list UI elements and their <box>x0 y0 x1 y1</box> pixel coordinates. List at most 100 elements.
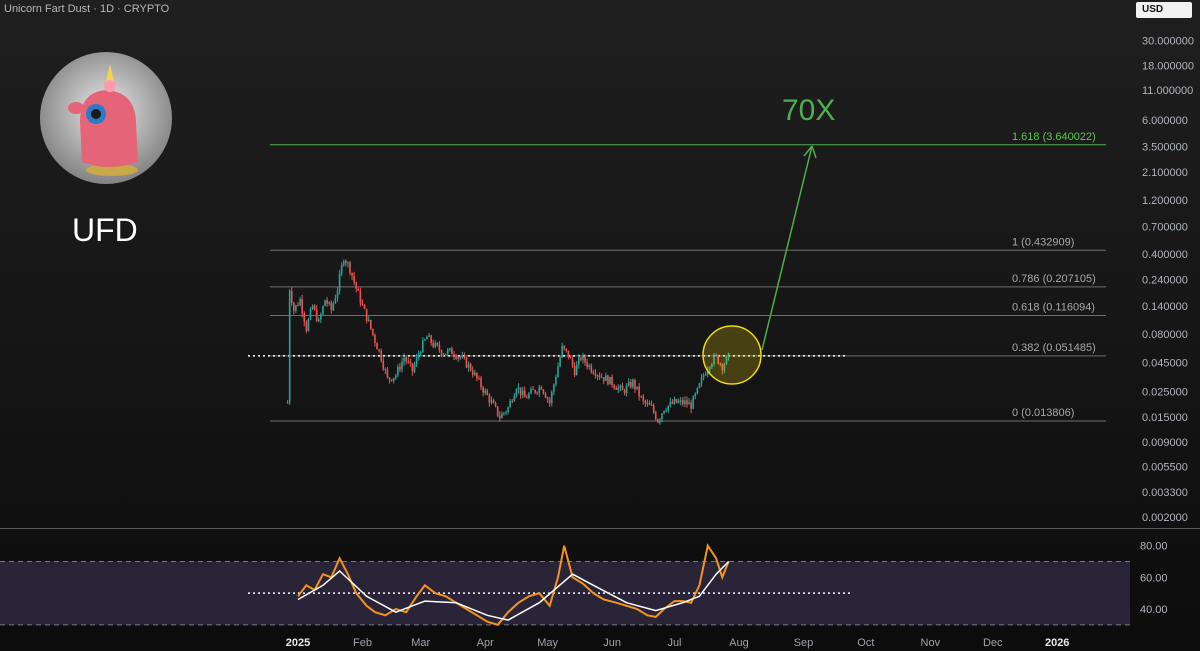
candle <box>563 345 566 351</box>
candle <box>636 386 638 391</box>
rsi-line <box>297 543 730 626</box>
candle <box>650 400 653 406</box>
candle <box>511 398 514 404</box>
candle <box>428 333 430 338</box>
fib-label: 0 (0.013806) <box>1012 407 1074 419</box>
candle <box>326 297 328 307</box>
rsi-pane <box>0 543 1130 626</box>
candle <box>503 412 505 416</box>
candle <box>405 355 407 365</box>
candle <box>611 374 613 388</box>
candle <box>465 356 468 369</box>
candle <box>673 396 676 405</box>
price-tick: 0.009000 <box>1142 437 1188 449</box>
candle <box>355 281 358 293</box>
time-tick: Sep <box>794 637 814 649</box>
candle <box>498 411 501 422</box>
candle <box>288 288 291 406</box>
candle <box>463 352 466 360</box>
candle <box>424 338 426 342</box>
candle <box>403 353 405 366</box>
price-tick: 0.700000 <box>1142 221 1188 233</box>
candle <box>546 396 549 403</box>
candle <box>380 348 382 363</box>
candle <box>688 398 690 405</box>
candle <box>401 357 403 373</box>
candle <box>661 413 663 423</box>
candle <box>654 410 657 421</box>
candle <box>457 356 459 362</box>
candle <box>370 319 372 331</box>
candle <box>588 363 590 370</box>
currency-button[interactable]: USD <box>1136 2 1192 18</box>
logo-graphic <box>40 52 172 184</box>
candle <box>332 301 335 312</box>
candle <box>392 377 395 384</box>
candle <box>449 347 451 352</box>
candle <box>430 334 432 346</box>
candle <box>378 349 380 353</box>
candle <box>727 352 730 361</box>
rsi-tick: 60.00 <box>1140 572 1168 584</box>
time-tick: Feb <box>353 637 372 649</box>
candle <box>444 353 447 356</box>
candle <box>349 260 351 276</box>
annotations: 70X <box>702 94 835 385</box>
candle <box>542 389 545 395</box>
candle <box>640 395 642 398</box>
price-tick: 0.002000 <box>1142 512 1188 524</box>
candle <box>582 352 584 364</box>
candle <box>573 362 576 378</box>
candle <box>382 357 385 372</box>
candle <box>451 346 453 355</box>
candle <box>394 373 397 381</box>
fib-label: 0.382 (0.051485) <box>1012 342 1096 354</box>
candle <box>561 342 563 359</box>
candle <box>301 294 303 318</box>
price-tick: 0.240000 <box>1142 275 1188 287</box>
candle <box>372 328 374 337</box>
candle <box>594 369 597 379</box>
candle <box>586 358 588 370</box>
time-axis: 2025 Feb Mar Apr May Jun Jul Aug Sep Oct Nov Dec 202… <box>286 637 1070 649</box>
price-tick: 0.015000 <box>1142 412 1188 424</box>
candle <box>621 382 624 391</box>
fib-label: 1 (0.432909) <box>1012 236 1074 248</box>
candle <box>311 304 314 310</box>
candle <box>600 373 603 379</box>
candle <box>521 386 524 399</box>
candle <box>507 406 509 415</box>
candle <box>324 299 326 307</box>
candle <box>692 395 694 410</box>
rsi-tick: 80.00 <box>1140 541 1168 553</box>
candle <box>328 300 330 306</box>
candle <box>496 406 499 418</box>
candle <box>615 385 618 390</box>
candle <box>613 383 615 390</box>
candle <box>474 369 476 377</box>
candle <box>411 362 414 376</box>
fib-label: 1.618 (3.640022) <box>1012 131 1096 143</box>
candle <box>669 397 672 408</box>
candle <box>442 352 445 358</box>
candle <box>709 366 711 373</box>
candle <box>286 400 289 404</box>
price-tick: 3.500000 <box>1142 142 1188 154</box>
time-tick: Nov <box>921 637 941 649</box>
candle <box>322 305 324 316</box>
candle <box>376 342 378 350</box>
candle <box>642 393 645 405</box>
candle <box>476 372 478 382</box>
candle <box>293 301 295 315</box>
candle <box>584 354 586 366</box>
candle <box>486 388 489 396</box>
price-tick: 0.080000 <box>1142 329 1188 341</box>
candle <box>419 350 422 357</box>
candle <box>630 379 632 389</box>
candle <box>725 355 728 365</box>
candle <box>318 317 320 323</box>
price-tick: 0.003300 <box>1142 487 1188 499</box>
candle <box>357 287 360 292</box>
candle <box>471 366 474 378</box>
